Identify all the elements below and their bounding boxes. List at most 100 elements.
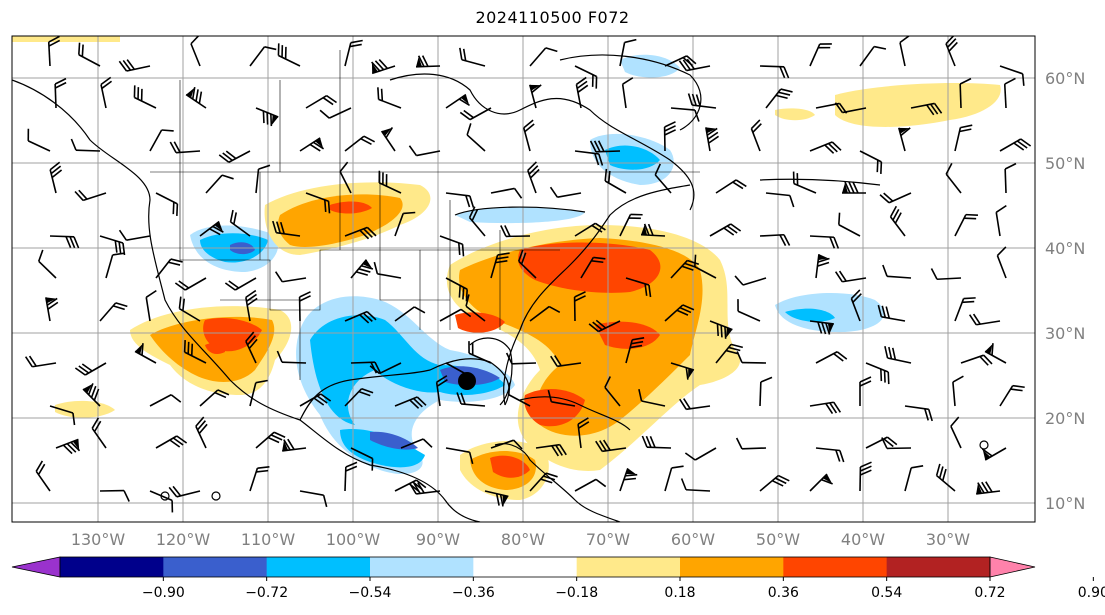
wind-barb xyxy=(809,43,832,67)
wind-barb xyxy=(27,128,51,152)
wind-barb xyxy=(759,474,790,492)
wind-barb xyxy=(319,107,352,119)
wind-barb xyxy=(249,379,268,407)
wind-barb xyxy=(245,331,258,364)
longitude-label: 110°W xyxy=(241,530,296,549)
wind-barb xyxy=(899,36,911,67)
wind-barb xyxy=(245,289,258,322)
wind-barb xyxy=(118,229,151,241)
wind-barb xyxy=(118,59,151,72)
wind-barb xyxy=(684,447,717,461)
wind-barb xyxy=(344,226,377,240)
wind-barb xyxy=(344,39,363,67)
wind-barb xyxy=(394,396,427,409)
wind-barb xyxy=(654,163,672,194)
wind-barb xyxy=(70,138,101,152)
colorbar-tick-label: 0.72 xyxy=(974,585,1005,601)
wind-barb xyxy=(715,179,747,194)
wind-barb xyxy=(134,343,157,364)
colorbar-tick-label: 0.18 xyxy=(664,585,695,601)
wind-barb xyxy=(889,205,906,237)
wind-barbs xyxy=(24,36,1032,513)
wind-barb xyxy=(954,124,973,152)
wind-barb xyxy=(145,289,157,322)
wind-barb xyxy=(24,355,57,368)
wind-barb xyxy=(734,275,767,286)
wind-barb xyxy=(490,252,510,279)
wind-barb xyxy=(178,296,201,322)
wind-barb xyxy=(155,192,179,217)
wind-barb xyxy=(573,291,586,322)
wind-barb xyxy=(815,447,845,463)
wind-barb xyxy=(299,137,325,152)
wind-barb xyxy=(508,382,531,407)
wind-barb xyxy=(759,376,773,407)
wind-barb xyxy=(468,341,492,364)
wind-barb xyxy=(882,264,912,279)
wind-barb xyxy=(229,209,251,237)
longitude-label: 50°W xyxy=(756,530,800,549)
wind-barb xyxy=(218,150,251,163)
wind-barb xyxy=(737,299,761,322)
wind-barb xyxy=(100,76,113,109)
wind-barb xyxy=(809,473,833,492)
wind-barb xyxy=(529,305,561,322)
wind-barb xyxy=(619,38,637,67)
longitude-label: 40°W xyxy=(841,530,885,549)
wind-barb xyxy=(500,225,531,238)
colorbar: −0.90 −0.72 −0.54 −0.36 −0.18 0.18 0.36 0.54 0.7… xyxy=(11,556,1105,601)
wind-barb xyxy=(865,362,890,385)
longitude-label: 120°W xyxy=(156,530,211,549)
wind-barb xyxy=(74,362,107,376)
wind-barb xyxy=(169,141,201,154)
wind-barb xyxy=(999,138,1032,152)
wind-barb xyxy=(881,437,912,450)
colorbar-min-extend xyxy=(11,556,61,578)
longitude-label: 60°W xyxy=(671,530,715,549)
wind-barb xyxy=(529,47,558,67)
wind-barb xyxy=(735,437,767,450)
wind-barb xyxy=(577,417,590,449)
colorbar-tick-label: −0.90 xyxy=(142,585,185,601)
wind-barb xyxy=(838,212,861,237)
wind-barb xyxy=(344,387,374,407)
wind-barb xyxy=(604,376,621,407)
wind-barb xyxy=(976,481,1001,495)
wind-barb xyxy=(619,213,643,237)
wind-barb xyxy=(574,65,598,89)
colorbar-max-extend xyxy=(989,556,1036,578)
small-circle-marker xyxy=(211,491,221,501)
wind-barb xyxy=(809,141,842,154)
wind-barb xyxy=(960,354,993,366)
wind-barb xyxy=(984,343,1007,364)
map-frame xyxy=(11,35,1036,523)
colorbar-bin xyxy=(886,557,991,577)
wind-barb xyxy=(99,489,130,502)
wind-barb xyxy=(954,213,979,237)
colorbar-bin xyxy=(163,557,268,577)
longitude-label: 80°W xyxy=(501,530,545,549)
wind-barb xyxy=(49,235,80,249)
wind-barb xyxy=(409,482,441,495)
latitude-label: 20°N xyxy=(1045,409,1085,428)
longitude-label: 70°W xyxy=(586,530,630,549)
wind-barb xyxy=(380,127,396,152)
wind-barb xyxy=(621,77,634,109)
wind-barb xyxy=(879,192,912,204)
wind-barb xyxy=(663,121,676,152)
wind-barb xyxy=(155,258,183,279)
wind-barb xyxy=(945,36,958,67)
wind-barb xyxy=(305,94,337,109)
wind-barb xyxy=(54,77,67,109)
wind-barb xyxy=(595,439,627,453)
longitude-label: 30°W xyxy=(926,530,970,549)
wind-barb xyxy=(865,436,898,449)
wind-barb xyxy=(705,127,720,152)
wind-barb xyxy=(809,401,842,415)
wind-barb xyxy=(529,472,558,492)
wind-barb xyxy=(625,277,652,298)
wind-barb xyxy=(859,45,887,67)
wind-barb xyxy=(1003,77,1016,109)
wind-barb xyxy=(884,346,912,364)
wind-barb xyxy=(1004,162,1017,194)
